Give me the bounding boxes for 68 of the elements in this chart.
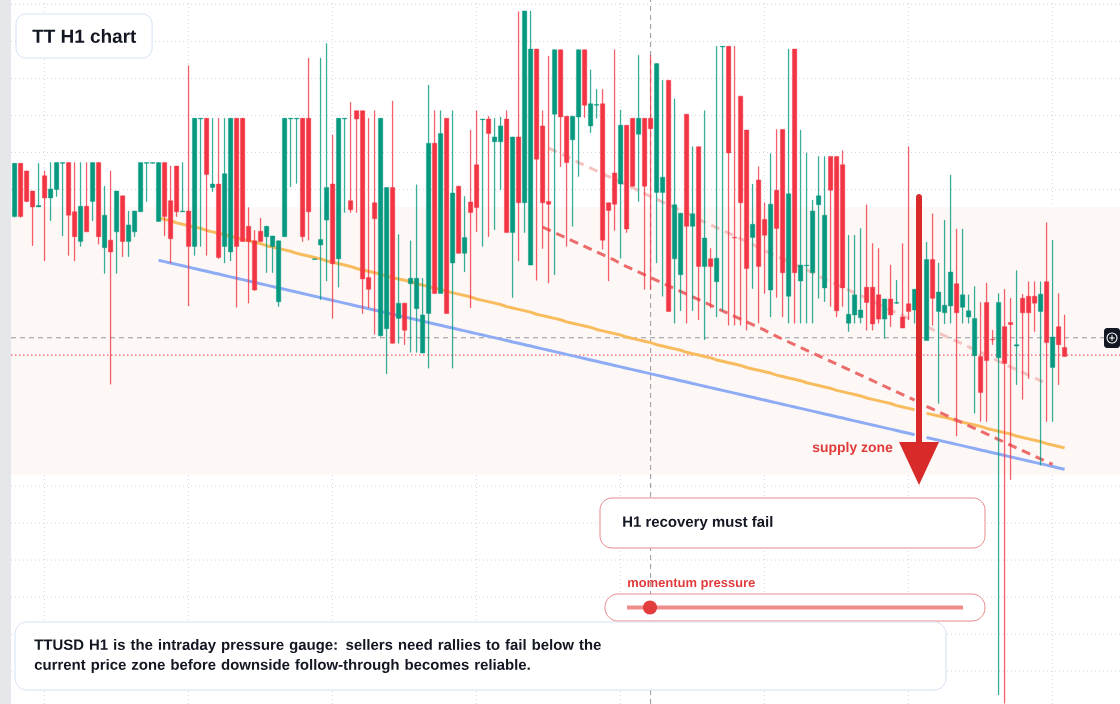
candlestick	[966, 294, 972, 324]
candlestick	[318, 57, 324, 300]
candlestick	[462, 196, 468, 273]
candlestick	[684, 113, 690, 324]
candlestick	[480, 118, 486, 247]
candlestick	[420, 278, 426, 354]
annotation: momentum pressure	[628, 578, 755, 590]
candlestick	[972, 286, 978, 414]
candlestick	[372, 110, 378, 335]
candlestick	[1014, 270, 1020, 386]
candlestick	[396, 234, 402, 344]
candlestick	[186, 65, 192, 307]
candlestick	[348, 102, 354, 213]
candlestick	[924, 242, 930, 341]
candlestick	[330, 134, 336, 319]
candlestick	[216, 118, 222, 260]
annotation: H1 recovery must fail	[623, 516, 773, 530]
candlestick	[894, 280, 900, 305]
candlestick	[822, 156, 828, 302]
band-label: supply zone	[812, 441, 893, 455]
candlestick	[1050, 239, 1056, 422]
candlestick	[702, 110, 708, 341]
candlestick	[882, 298, 888, 339]
candlestick	[906, 146, 912, 320]
candlestick	[930, 213, 936, 326]
candlestick	[786, 48, 792, 324]
candlestick	[180, 162, 186, 212]
candlestick	[636, 55, 642, 202]
candlestick	[708, 248, 714, 309]
candlestick	[552, 49, 558, 275]
candlestick	[102, 185, 108, 274]
candlestick	[816, 156, 822, 299]
candlestick	[90, 162, 96, 221]
candlestick	[720, 46, 726, 311]
candlestick	[432, 110, 438, 294]
candlestick	[732, 46, 738, 326]
candlestick	[120, 195, 126, 257]
candlestick	[768, 153, 774, 318]
candlestick	[714, 46, 720, 318]
candlestick	[450, 110, 456, 369]
candlestick	[426, 84, 432, 369]
candlestick	[204, 118, 210, 256]
candlestick	[618, 109, 624, 259]
candlestick	[516, 11, 522, 262]
candlestick	[84, 162, 90, 233]
candlestick	[402, 302, 408, 345]
candlestick	[78, 162, 84, 247]
candlestick	[510, 136, 516, 298]
candlestick	[324, 43, 330, 282]
candlestick	[792, 48, 798, 324]
candlestick	[960, 228, 966, 324]
candlestick	[486, 116, 492, 237]
text: TT H1 chart	[32, 29, 137, 43]
annotation: TTUSD H1 is the intraday pressure gauge: sellers need rallies to fail below the current price zone before downside follow-through becomes reliable.	[34, 639, 601, 673]
candlestick	[36, 163, 42, 208]
candlestick	[726, 46, 732, 326]
candlestick	[390, 100, 396, 344]
candlestick	[42, 170, 48, 262]
candlestick	[900, 243, 906, 329]
candlestick	[750, 183, 756, 289]
candlestick	[996, 293, 1002, 696]
candlestick	[690, 146, 696, 311]
candlestick	[114, 190, 120, 274]
candlestick	[210, 118, 216, 192]
candlestick	[582, 49, 588, 118]
candlestick	[888, 264, 894, 327]
candlestick	[1038, 281, 1044, 466]
candlestick	[696, 146, 702, 320]
